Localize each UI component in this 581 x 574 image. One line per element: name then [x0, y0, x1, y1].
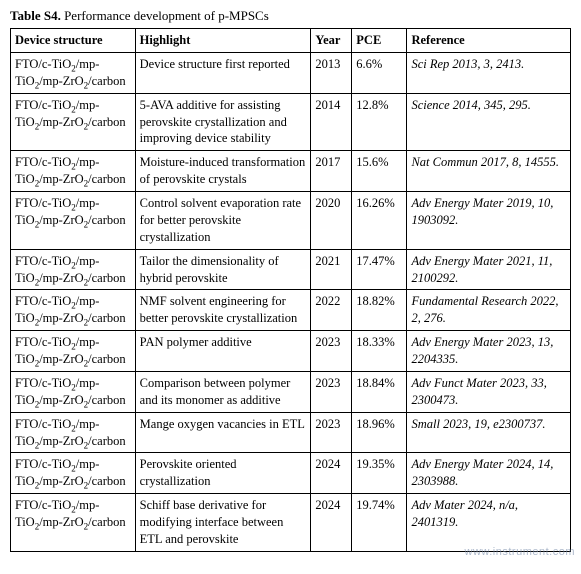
cell-highlight: Schiff base derivative for modifying int… — [135, 494, 311, 552]
table-row: FTO/c-TiO2/mp-TiO2/mp-ZrO2/carbonTailor … — [11, 249, 571, 290]
col-reference: Reference — [407, 29, 571, 53]
cell-reference: Nat Commun 2017, 8, 14555. — [407, 151, 571, 192]
cell-device-structure: FTO/c-TiO2/mp-TiO2/mp-ZrO2/carbon — [11, 290, 136, 331]
caption-text: Performance development of p-MPSCs — [61, 8, 269, 23]
cell-year: 2014 — [311, 93, 352, 151]
col-year: Year — [311, 29, 352, 53]
table-row: FTO/c-TiO2/mp-TiO2/mp-ZrO2/carbonPerovsk… — [11, 453, 571, 494]
cell-reference: Adv Energy Mater 2019, 10, 1903092. — [407, 192, 571, 250]
cell-device-structure: FTO/c-TiO2/mp-TiO2/mp-ZrO2/carbon — [11, 249, 136, 290]
cell-year: 2020 — [311, 192, 352, 250]
cell-year: 2023 — [311, 412, 352, 453]
table-row: FTO/c-TiO2/mp-TiO2/mp-ZrO2/carbonPAN pol… — [11, 331, 571, 372]
watermark: www.instrument.com — [465, 546, 575, 558]
cell-pce: 19.35% — [352, 453, 407, 494]
cell-reference: Fundamental Research 2022, 2, 276. — [407, 290, 571, 331]
cell-device-structure: FTO/c-TiO2/mp-TiO2/mp-ZrO2/carbon — [11, 52, 136, 93]
cell-year: 2023 — [311, 371, 352, 412]
col-device-structure: Device structure — [11, 29, 136, 53]
cell-highlight: Perovskite oriented crystallization — [135, 453, 311, 494]
cell-device-structure: FTO/c-TiO2/mp-TiO2/mp-ZrO2/carbon — [11, 494, 136, 552]
cell-highlight: Tailor the dimensionality of hybrid pero… — [135, 249, 311, 290]
cell-pce: 18.84% — [352, 371, 407, 412]
caption-label: Table S4. — [10, 8, 61, 23]
cell-year: 2017 — [311, 151, 352, 192]
table-row: FTO/c-TiO2/mp-TiO2/mp-ZrO2/carbonMange o… — [11, 412, 571, 453]
col-pce: PCE — [352, 29, 407, 53]
table-row: FTO/c-TiO2/mp-TiO2/mp-ZrO2/carbonSchiff … — [11, 494, 571, 552]
cell-year: 2013 — [311, 52, 352, 93]
table-caption: Table S4. Performance development of p-M… — [10, 8, 571, 24]
cell-pce: 18.33% — [352, 331, 407, 372]
performance-table: Device structure Highlight Year PCE Refe… — [10, 28, 571, 552]
table-row: FTO/c-TiO2/mp-TiO2/mp-ZrO2/carbonMoistur… — [11, 151, 571, 192]
cell-pce: 19.74% — [352, 494, 407, 552]
cell-reference: Adv Funct Mater 2023, 33, 2300473. — [407, 371, 571, 412]
cell-pce: 16.26% — [352, 192, 407, 250]
table-header-row: Device structure Highlight Year PCE Refe… — [11, 29, 571, 53]
cell-year: 2022 — [311, 290, 352, 331]
cell-year: 2024 — [311, 494, 352, 552]
cell-highlight: PAN polymer additive — [135, 331, 311, 372]
cell-reference: Adv Energy Mater 2021, 11, 2100292. — [407, 249, 571, 290]
cell-year: 2024 — [311, 453, 352, 494]
col-highlight: Highlight — [135, 29, 311, 53]
cell-reference: Sci Rep 2013, 3, 2413. — [407, 52, 571, 93]
cell-reference: Science 2014, 345, 295. — [407, 93, 571, 151]
cell-device-structure: FTO/c-TiO2/mp-TiO2/mp-ZrO2/carbon — [11, 453, 136, 494]
cell-highlight: Moisture-induced transformation of perov… — [135, 151, 311, 192]
cell-pce: 18.96% — [352, 412, 407, 453]
cell-year: 2021 — [311, 249, 352, 290]
table-row: FTO/c-TiO2/mp-TiO2/mp-ZrO2/carbonControl… — [11, 192, 571, 250]
cell-highlight: Mange oxygen vacancies in ETL — [135, 412, 311, 453]
cell-device-structure: FTO/c-TiO2/mp-TiO2/mp-ZrO2/carbon — [11, 331, 136, 372]
cell-pce: 17.47% — [352, 249, 407, 290]
table-row: FTO/c-TiO2/mp-TiO2/mp-ZrO2/carbon5-AVA a… — [11, 93, 571, 151]
cell-highlight: Device structure first reported — [135, 52, 311, 93]
cell-device-structure: FTO/c-TiO2/mp-TiO2/mp-ZrO2/carbon — [11, 412, 136, 453]
cell-device-structure: FTO/c-TiO2/mp-TiO2/mp-ZrO2/carbon — [11, 192, 136, 250]
cell-reference: Small 2023, 19, e2300737. — [407, 412, 571, 453]
table-row: FTO/c-TiO2/mp-TiO2/mp-ZrO2/carbonNMF sol… — [11, 290, 571, 331]
page: Table S4. Performance development of p-M… — [0, 0, 581, 560]
cell-highlight: Control solvent evaporation rate for bet… — [135, 192, 311, 250]
cell-year: 2023 — [311, 331, 352, 372]
cell-highlight: NMF solvent engineering for better perov… — [135, 290, 311, 331]
cell-reference: Adv Energy Mater 2023, 13, 2204335. — [407, 331, 571, 372]
cell-pce: 15.6% — [352, 151, 407, 192]
cell-pce: 6.6% — [352, 52, 407, 93]
cell-pce: 12.8% — [352, 93, 407, 151]
table-row: FTO/c-TiO2/mp-TiO2/mp-ZrO2/carbonCompari… — [11, 371, 571, 412]
cell-reference: Adv Mater 2024, n/a, 2401319. — [407, 494, 571, 552]
cell-device-structure: FTO/c-TiO2/mp-TiO2/mp-ZrO2/carbon — [11, 93, 136, 151]
table-row: FTO/c-TiO2/mp-TiO2/mp-ZrO2/carbonDevice … — [11, 52, 571, 93]
cell-highlight: Comparison between polymer and its monom… — [135, 371, 311, 412]
cell-pce: 18.82% — [352, 290, 407, 331]
cell-reference: Adv Energy Mater 2024, 14, 2303988. — [407, 453, 571, 494]
cell-highlight: 5-AVA additive for assisting perovskite … — [135, 93, 311, 151]
cell-device-structure: FTO/c-TiO2/mp-TiO2/mp-ZrO2/carbon — [11, 151, 136, 192]
cell-device-structure: FTO/c-TiO2/mp-TiO2/mp-ZrO2/carbon — [11, 371, 136, 412]
